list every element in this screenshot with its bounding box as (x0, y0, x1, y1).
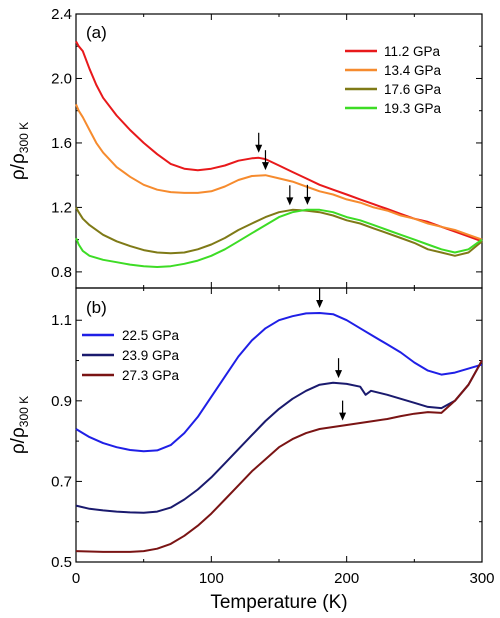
y-axis-b: 0.5 0.7 0.9 1.1 (51, 288, 483, 571)
series-line-11-2-gpa (75, 40, 483, 243)
anomaly-arrowhead-17-6-gpa (286, 197, 294, 206)
series-line-13-4-gpa (75, 103, 483, 241)
y-axis-title-a: ρ/ρ300 K (8, 122, 31, 180)
arrow-group-b (316, 287, 347, 421)
y-axis-title-b: ρ/ρ300 K (8, 396, 31, 454)
anomaly-arrowhead-19-3-gpa (303, 196, 311, 205)
x-axis-title: Temperature (K) (210, 592, 347, 613)
series-line-22-5-gpa (75, 312, 483, 453)
y-tick-label-b: 0.7 (51, 473, 72, 490)
anomaly-arrowhead-11-2-gpa (255, 144, 263, 153)
x-tick-label: 100 (199, 570, 224, 587)
y-tick-label-b: 1.1 (51, 312, 72, 329)
legend-label-19-3-gpa: 19.3 GPa (384, 101, 442, 116)
y-tick-label-a: 2.4 (51, 6, 72, 23)
panel-a: 0.8 1.2 1.6 2.0 2.4 (a) 11.2 GPa 13.4 GPa 17.6… (51, 6, 483, 289)
y-axis-title-b-main: ρ/ρ (8, 427, 29, 454)
y-tick-label-a: 2.0 (51, 70, 72, 87)
y-tick-label-b: 0.9 (51, 393, 72, 410)
x-tick-label: 0 (72, 570, 80, 587)
y-axis-title-a-main: ρ/ρ (8, 153, 29, 180)
series-line-27-3-gpa (75, 360, 483, 553)
series-group-a (75, 40, 483, 268)
legend-label-17-6-gpa: 17.6 GPa (384, 82, 442, 97)
anomaly-arrowhead-13-4-gpa (261, 162, 269, 171)
y-axis-title-b-sub: 300 K (17, 396, 31, 427)
anomaly-arrowhead-22-5-gpa (316, 299, 324, 308)
panel-label-b: (b) (86, 298, 107, 317)
y-tick-label-a: 1.2 (51, 199, 72, 216)
arrow-group-a (255, 132, 311, 206)
series-line-17-6-gpa (75, 206, 483, 257)
x-axis: 0 100 200 300 (72, 570, 495, 587)
series-group-b (75, 312, 483, 553)
y-axis-title-a-sub: 300 K (17, 122, 31, 153)
legend-label-11-2-gpa: 11.2 GPa (384, 44, 441, 59)
legend-label-23-9-gpa: 23.9 GPa (122, 348, 180, 363)
y-tick-label-a: 1.6 (51, 135, 72, 152)
anomaly-arrowhead-23-9-gpa (335, 370, 343, 379)
series-line-23-9-gpa (75, 360, 483, 514)
x-tick-label: 300 (469, 570, 494, 587)
y-tick-label-a: 0.8 (51, 264, 72, 281)
legend-label-27-3-gpa: 27.3 GPa (122, 368, 180, 383)
series-line-19-3-gpa (75, 208, 483, 268)
legend-label-22-5-gpa: 22.5 GPa (122, 328, 180, 343)
anomaly-arrowhead-27-3-gpa (339, 412, 347, 421)
panel-label-a: (a) (86, 23, 107, 42)
legend-b: 22.5 GPa 23.9 GPa 27.3 GPa (82, 328, 180, 383)
panel-b: 0.5 0.7 0.9 1.1 (b) 22.5 GPa 23.9 GPa 27.3 GP… (51, 287, 483, 571)
legend-a: 11.2 GPa 13.4 GPa 17.6 GPa 19.3 GPa (345, 44, 442, 116)
x-tick-label: 200 (334, 570, 359, 587)
legend-label-13-4-gpa: 13.4 GPa (384, 63, 442, 78)
y-tick-label-b: 0.5 (51, 554, 72, 571)
